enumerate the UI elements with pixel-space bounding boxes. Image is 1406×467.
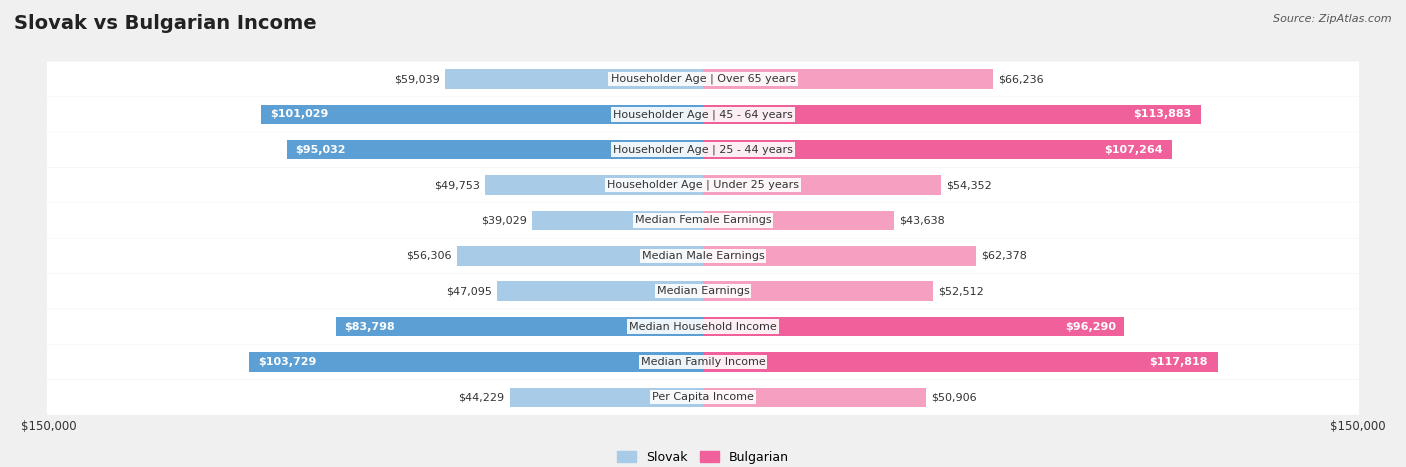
Bar (287, 140, 703, 160)
Text: $43,638: $43,638 (898, 215, 945, 226)
FancyBboxPatch shape (46, 132, 1360, 167)
Text: $101,029: $101,029 (270, 109, 328, 120)
FancyBboxPatch shape (46, 168, 1360, 203)
Text: Slovak vs Bulgarian Income: Slovak vs Bulgarian Income (14, 14, 316, 33)
Text: $59,039: $59,039 (394, 74, 440, 84)
Bar (509, 388, 703, 407)
Text: $103,729: $103,729 (259, 357, 316, 367)
Text: $96,290: $96,290 (1064, 322, 1116, 332)
FancyBboxPatch shape (46, 62, 1360, 97)
Text: $47,095: $47,095 (446, 286, 492, 296)
Text: $150,000: $150,000 (21, 420, 76, 433)
Text: $66,236: $66,236 (998, 74, 1043, 84)
Text: $95,032: $95,032 (295, 145, 346, 155)
Text: $83,798: $83,798 (344, 322, 395, 332)
Text: $62,378: $62,378 (981, 251, 1026, 261)
Text: $54,352: $54,352 (946, 180, 991, 190)
Text: Householder Age | 25 - 44 years: Householder Age | 25 - 44 years (613, 144, 793, 155)
Bar (703, 176, 941, 195)
FancyBboxPatch shape (46, 345, 1360, 380)
FancyBboxPatch shape (46, 238, 1360, 273)
Text: $117,818: $117,818 (1150, 357, 1208, 367)
Text: $49,753: $49,753 (434, 180, 479, 190)
Text: $39,029: $39,029 (481, 215, 527, 226)
Legend: Slovak, Bulgarian: Slovak, Bulgarian (612, 446, 794, 467)
Text: Median Household Income: Median Household Income (628, 322, 778, 332)
FancyBboxPatch shape (46, 97, 1360, 132)
Bar (485, 176, 703, 195)
Text: $50,906: $50,906 (931, 392, 977, 402)
Bar (703, 211, 894, 230)
Text: $52,512: $52,512 (938, 286, 984, 296)
Text: Householder Age | 45 - 64 years: Householder Age | 45 - 64 years (613, 109, 793, 120)
Text: Median Earnings: Median Earnings (657, 286, 749, 296)
Bar (703, 69, 993, 89)
Text: $44,229: $44,229 (458, 392, 505, 402)
Text: Householder Age | Under 25 years: Householder Age | Under 25 years (607, 180, 799, 191)
Text: $56,306: $56,306 (406, 251, 451, 261)
Bar (703, 105, 1201, 124)
Text: Per Capita Income: Per Capita Income (652, 392, 754, 402)
Bar (703, 246, 976, 266)
Text: Median Male Earnings: Median Male Earnings (641, 251, 765, 261)
FancyBboxPatch shape (46, 309, 1360, 344)
Bar (703, 352, 1219, 372)
Text: $107,264: $107,264 (1104, 145, 1163, 155)
Text: $113,883: $113,883 (1133, 109, 1191, 120)
Text: Median Female Earnings: Median Female Earnings (634, 215, 772, 226)
Bar (703, 282, 932, 301)
FancyBboxPatch shape (46, 380, 1360, 415)
Bar (249, 352, 703, 372)
Text: Householder Age | Over 65 years: Householder Age | Over 65 years (610, 74, 796, 84)
Bar (336, 317, 703, 336)
Bar (703, 388, 925, 407)
Bar (533, 211, 703, 230)
Text: Source: ZipAtlas.com: Source: ZipAtlas.com (1274, 14, 1392, 24)
Bar (703, 317, 1125, 336)
Bar (457, 246, 703, 266)
Text: Median Family Income: Median Family Income (641, 357, 765, 367)
Text: $150,000: $150,000 (1330, 420, 1385, 433)
FancyBboxPatch shape (46, 203, 1360, 238)
Bar (262, 105, 703, 124)
Bar (444, 69, 703, 89)
Bar (703, 140, 1173, 160)
Bar (496, 282, 703, 301)
FancyBboxPatch shape (46, 274, 1360, 309)
